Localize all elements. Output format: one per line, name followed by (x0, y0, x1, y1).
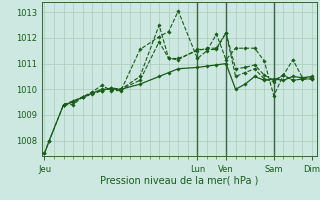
X-axis label: Pression niveau de la mer( hPa ): Pression niveau de la mer( hPa ) (100, 175, 258, 185)
